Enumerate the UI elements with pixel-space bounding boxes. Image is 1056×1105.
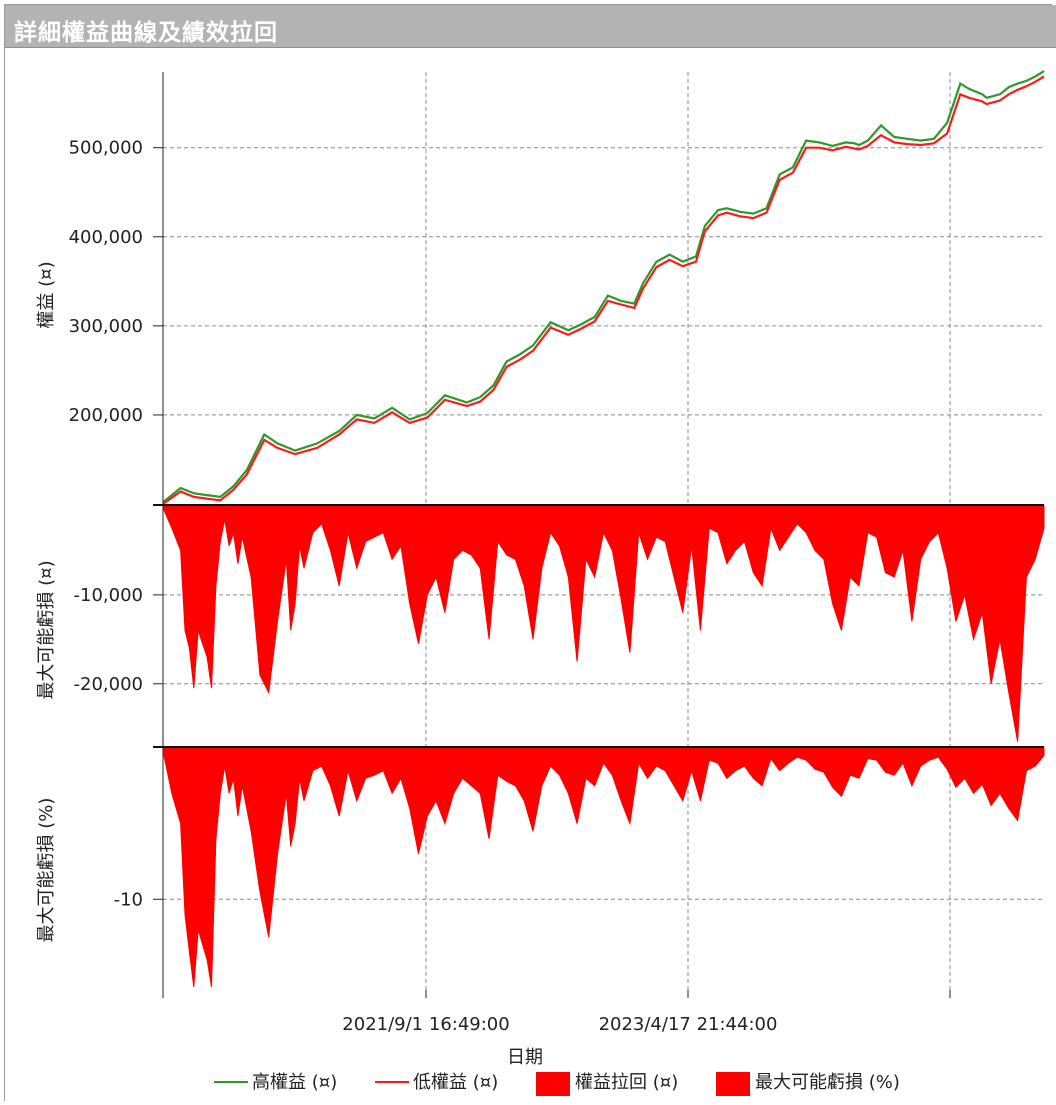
y-axis-label: 權益 (¤): [36, 261, 57, 328]
high-equity-line: [162, 70, 1045, 504]
y-axis-label: 最大可能虧損 (¤): [36, 560, 57, 699]
drawdown-pct-area: [162, 747, 1045, 988]
x-axis-label: 日期: [507, 1047, 543, 1068]
title-bar: 詳細權益曲線及績效拉回: [5, 5, 1056, 48]
y-tick-label: 500,000: [69, 138, 143, 159]
legend-high-label: 高權益 (¤): [252, 1072, 337, 1093]
y-tick-label: -10,000: [74, 585, 143, 606]
x-tick-label: 2021/9/1 16:49:00: [342, 1014, 509, 1035]
y-axis-label: 最大可能虧損 (%): [36, 798, 57, 943]
y-tick-label: 400,000: [69, 227, 143, 248]
y-tick-label: 200,000: [69, 405, 143, 426]
window-title: 詳細權益曲線及績效拉回: [14, 20, 278, 46]
y-tick-label: -10: [114, 889, 143, 910]
x-tick-label: 2023/4/17 21:44:00: [599, 1014, 778, 1035]
legend-drawdown-pct-swatch: [716, 1072, 750, 1096]
low-equity-line: [162, 75, 1045, 505]
legend-drawdown-pct-label: 最大可能虧損 (%): [755, 1072, 900, 1093]
legend-drawdown-label: 權益拉回 (¤): [575, 1072, 678, 1093]
legend-low-label: 低權益 (¤): [413, 1072, 498, 1093]
drawdown-area: [162, 505, 1045, 742]
y-tick-label: -20,000: [74, 674, 143, 695]
y-tick-label: 300,000: [69, 316, 143, 337]
legend-drawdown-swatch: [536, 1072, 570, 1096]
window-frame: [4, 4, 1052, 1101]
